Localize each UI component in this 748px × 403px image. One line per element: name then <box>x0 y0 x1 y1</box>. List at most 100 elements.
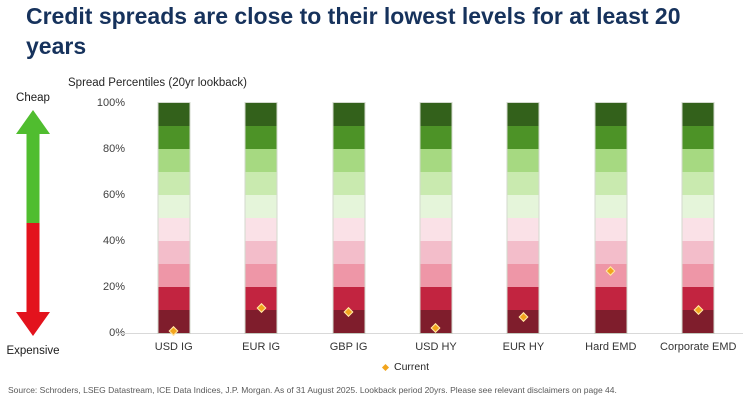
decile-band <box>595 172 627 195</box>
decile-band <box>595 149 627 172</box>
decile-band <box>333 103 365 126</box>
decile-band <box>333 195 365 218</box>
decile-band <box>158 172 190 195</box>
cheap-up-arrow-icon <box>16 110 50 223</box>
source-note: Source: Schroders, LSEG Datastream, ICE … <box>8 385 617 395</box>
decile-band <box>245 172 277 195</box>
y-tick-label: 100% <box>96 97 125 109</box>
decile-band <box>158 149 190 172</box>
diamond-icon <box>381 363 390 371</box>
x-axis-label: Hard EMD <box>585 341 637 353</box>
plot-area <box>130 103 742 336</box>
percentile-bar <box>245 103 277 333</box>
decile-band <box>245 264 277 287</box>
decile-band <box>595 195 627 218</box>
decile-band <box>507 172 539 195</box>
page-title: Credit spreads are close to their lowest… <box>26 3 681 59</box>
decile-band <box>682 195 714 218</box>
decile-band <box>158 310 190 333</box>
decile-band <box>333 310 365 333</box>
decile-band <box>420 287 452 310</box>
decile-band <box>420 172 452 195</box>
decile-band <box>158 195 190 218</box>
decile-band <box>682 172 714 195</box>
decile-band <box>595 126 627 149</box>
legend-label: Current <box>393 361 429 373</box>
x-axis-label: USD HY <box>415 341 457 353</box>
y-axis: 100% 80% 60% 40% 20% 0% <box>70 97 125 339</box>
decile-band <box>333 287 365 310</box>
x-axis-label: USD IG <box>154 341 193 353</box>
decile-band <box>158 264 190 287</box>
percentile-bar <box>682 103 714 333</box>
decile-band <box>158 241 190 264</box>
decile-band <box>245 287 277 310</box>
x-axis-label: EUR IG <box>242 341 281 353</box>
decile-band <box>420 195 452 218</box>
decile-band <box>682 264 714 287</box>
decile-band <box>245 126 277 149</box>
decile-band <box>595 287 627 310</box>
decile-band <box>333 126 365 149</box>
expensive-label: Expensive <box>6 345 60 357</box>
x-axis-labels: USD IG EUR IG GBP IG USD HY EUR HY Hard EMD Co… <box>130 341 742 353</box>
decile-band <box>595 218 627 241</box>
bar-slot-corporate-emd <box>655 103 742 333</box>
decile-band <box>245 103 277 126</box>
up-down-arrow-icon <box>16 110 50 336</box>
decile-band <box>158 126 190 149</box>
percentile-bar <box>507 103 539 333</box>
decile-band <box>595 103 627 126</box>
decile-band <box>245 218 277 241</box>
decile-band <box>682 241 714 264</box>
decile-band <box>333 172 365 195</box>
decile-band <box>245 195 277 218</box>
decile-band <box>507 241 539 264</box>
x-axis-line <box>116 333 743 334</box>
decile-band <box>420 310 452 333</box>
x-axis-label: EUR HY <box>502 341 545 353</box>
decile-band <box>682 149 714 172</box>
chart-subtitle: Spread Percentiles (20yr lookback) <box>68 77 247 89</box>
decile-band <box>420 103 452 126</box>
decile-band <box>245 241 277 264</box>
decile-band <box>682 310 714 333</box>
decile-band <box>420 218 452 241</box>
decile-band <box>507 287 539 310</box>
decile-band <box>595 241 627 264</box>
cheap-label: Cheap <box>16 92 50 104</box>
percentile-bar <box>595 103 627 333</box>
bar-slot-usd-ig <box>130 103 217 336</box>
decile-band <box>333 264 365 287</box>
decile-band <box>245 310 277 333</box>
decile-band <box>420 126 452 149</box>
percentile-bar <box>158 103 190 336</box>
decile-band <box>682 218 714 241</box>
decile-band <box>507 149 539 172</box>
y-tick-label: 80% <box>102 143 125 155</box>
cheap-expensive-scale: Cheap Expensive <box>0 90 66 362</box>
percentile-bar <box>420 103 452 334</box>
decile-band <box>507 103 539 126</box>
decile-band <box>333 218 365 241</box>
y-tick-label: 60% <box>102 189 125 201</box>
bar-slot-eur-ig <box>217 103 304 333</box>
decile-band <box>333 241 365 264</box>
decile-band <box>158 103 190 126</box>
decile-band <box>333 149 365 172</box>
x-axis-label: GBP IG <box>329 341 368 353</box>
x-axis-label: Corporate EMD <box>660 341 737 353</box>
bar-slot-eur-hy <box>480 103 567 333</box>
decile-band <box>420 264 452 287</box>
decile-band <box>507 264 539 287</box>
decile-band <box>158 218 190 241</box>
decile-band <box>245 149 277 172</box>
decile-band <box>158 287 190 310</box>
percentile-bar <box>333 103 365 333</box>
y-tick-label: 20% <box>102 281 125 293</box>
decile-band <box>682 103 714 126</box>
decile-band <box>507 218 539 241</box>
decile-band <box>420 149 452 172</box>
legend: Current <box>70 361 742 373</box>
expensive-down-arrow-icon <box>16 223 50 336</box>
